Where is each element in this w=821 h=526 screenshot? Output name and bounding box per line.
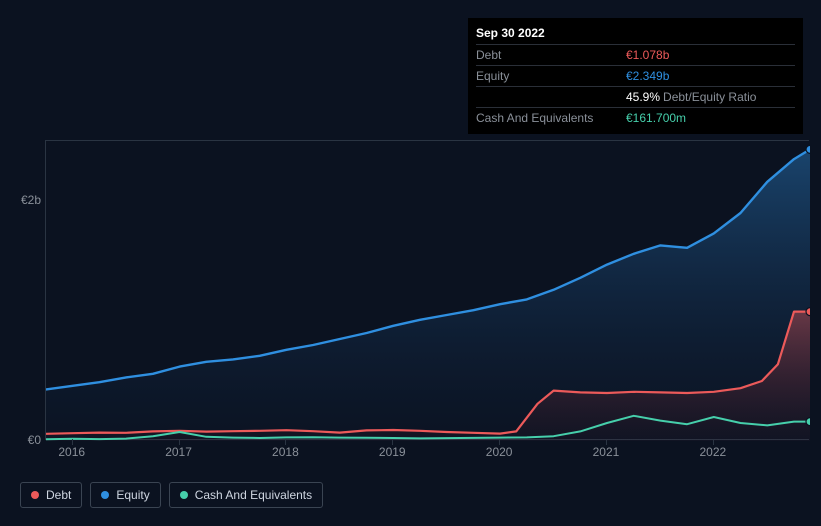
chart-svg [46,141,810,441]
tooltip-row-value: €1.078b [626,48,669,62]
tooltip-title: Sep 30 2022 [476,24,795,44]
tooltip-row-suffix: Debt/Equity Ratio [663,90,756,104]
x-axis-label: 2022 [699,445,726,459]
legend-item-debt[interactable]: Debt [20,482,82,508]
x-axis-label: 2018 [272,445,299,459]
x-axis-label: 2019 [379,445,406,459]
chart-plot-area[interactable] [45,140,809,440]
tooltip-row-value: €2.349b [626,69,669,83]
x-axis: 2016 2017 2018 2019 2020 2021 2022 [45,445,809,465]
debt-legend-dot-icon [31,491,39,499]
legend-label: Equity [116,488,149,502]
tooltip-row-value: 45.9%Debt/Equity Ratio [626,90,756,104]
y-axis-label: €0 [11,433,41,447]
tooltip-row-label: Equity [476,69,626,83]
tooltip-row: 45.9%Debt/Equity Ratio [476,86,795,107]
equity-legend-dot-icon [101,491,109,499]
x-axis-label: 2021 [593,445,620,459]
debt-end-marker-icon [806,308,810,316]
legend-label: Cash And Equivalents [195,488,312,502]
tooltip-row: Cash And Equivalents€161.700m [476,107,795,128]
tooltip-row: Equity€2.349b [476,65,795,86]
root: Sep 30 2022 Debt€1.078bEquity€2.349b45.9… [0,0,821,526]
cash-end-marker-icon [806,418,810,426]
tooltip-row-label [476,90,626,104]
x-axis-label: 2016 [58,445,85,459]
tooltip-row-value: €161.700m [626,111,686,125]
x-axis-label: 2017 [165,445,192,459]
tooltip-row-label: Cash And Equivalents [476,111,626,125]
legend-item-equity[interactable]: Equity [90,482,160,508]
legend-item-cash[interactable]: Cash And Equivalents [169,482,323,508]
chart-legend: Debt Equity Cash And Equivalents [20,482,323,508]
cash-legend-dot-icon [180,491,188,499]
tooltip-row-label: Debt [476,48,626,62]
equity-end-marker-icon [806,145,810,153]
chart-tooltip: Sep 30 2022 Debt€1.078bEquity€2.349b45.9… [468,18,803,134]
tooltip-row: Debt€1.078b [476,44,795,65]
y-axis-label: €2b [11,193,41,207]
x-axis-label: 2020 [486,445,513,459]
legend-label: Debt [46,488,71,502]
